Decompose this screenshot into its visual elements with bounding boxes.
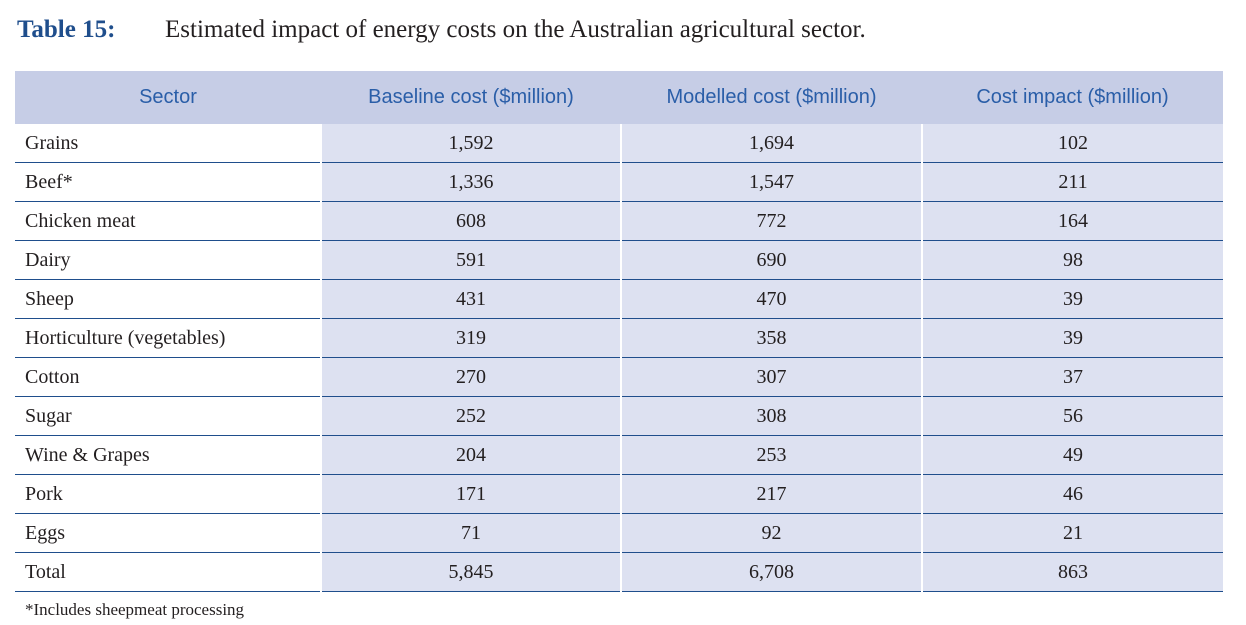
table-row: Cotton 270 307 37 <box>15 357 1223 397</box>
modelled-cell: 92 <box>620 513 922 553</box>
baseline-cell: 5,845 <box>320 552 621 592</box>
modelled-cell: 358 <box>620 318 922 358</box>
sector-cell: Eggs <box>15 513 321 553</box>
sector-cell: Cotton <box>15 357 321 397</box>
sector-cell: Grains <box>15 124 321 163</box>
table-title: Estimated impact of energy costs on the … <box>165 16 866 43</box>
table-footnote: *Includes sheepmeat processing <box>25 600 245 619</box>
modelled-cell: 772 <box>620 201 922 241</box>
sector-cell: Horticulture (vegetables) <box>15 318 321 358</box>
modelled-cell: 470 <box>620 279 922 319</box>
table-row: Horticulture (vegetables) 319 358 39 <box>15 318 1223 358</box>
modelled-cell: 217 <box>620 474 922 514</box>
impact-cell: 37 <box>921 357 1223 397</box>
sector-cell: Dairy <box>15 240 321 280</box>
impact-cell: 98 <box>921 240 1223 280</box>
impact-cell: 102 <box>921 124 1223 163</box>
baseline-cell: 608 <box>320 201 621 241</box>
baseline-cell: 1,592 <box>320 124 621 163</box>
impact-cell: 211 <box>921 162 1223 202</box>
table-row: Dairy 591 690 98 <box>15 240 1223 280</box>
modelled-cell: 308 <box>620 396 922 436</box>
impact-cell: 56 <box>921 396 1223 436</box>
column-header-baseline: Baseline cost ($million) <box>321 71 621 124</box>
table-row: Wine & Grapes 204 253 49 <box>15 435 1223 475</box>
baseline-cell: 204 <box>320 435 621 475</box>
baseline-cell: 171 <box>320 474 621 514</box>
impact-cell: 49 <box>921 435 1223 475</box>
table-row: Sugar 252 308 56 <box>15 396 1223 436</box>
sector-cell: Sugar <box>15 396 321 436</box>
table-number: Table 15: <box>17 16 116 43</box>
baseline-cell: 319 <box>320 318 621 358</box>
table-row: Pork 171 217 46 <box>15 474 1223 514</box>
table-row: Eggs 71 92 21 <box>15 513 1223 553</box>
sector-cell: Sheep <box>15 279 321 319</box>
impact-cell: 21 <box>921 513 1223 553</box>
impact-cell: 164 <box>921 201 1223 241</box>
modelled-cell: 253 <box>620 435 922 475</box>
impact-cell: 39 <box>921 318 1223 358</box>
impact-cell: 46 <box>921 474 1223 514</box>
modelled-cell: 307 <box>620 357 922 397</box>
impact-cell: 39 <box>921 279 1223 319</box>
header-row: Sector Baseline cost ($million) Modelled… <box>15 71 1223 124</box>
total-row: Total 5,845 6,708 863 <box>15 552 1223 592</box>
table-caption: Table 15: Estimated impact of energy cos… <box>17 12 866 48</box>
column-header-sector: Sector <box>15 71 321 124</box>
baseline-cell: 252 <box>320 396 621 436</box>
table-row: Beef* 1,336 1,547 211 <box>15 162 1223 202</box>
sector-cell: Wine & Grapes <box>15 435 321 475</box>
modelled-cell: 6,708 <box>620 552 922 592</box>
baseline-cell: 1,336 <box>320 162 621 202</box>
sector-cell: Pork <box>15 474 321 514</box>
table-row: Sheep 431 470 39 <box>15 279 1223 319</box>
impact-cell: 863 <box>921 552 1223 592</box>
baseline-cell: 270 <box>320 357 621 397</box>
energy-cost-table: Sector Baseline cost ($million) Modelled… <box>15 71 1223 592</box>
column-header-modelled: Modelled cost ($million) <box>621 71 922 124</box>
modelled-cell: 690 <box>620 240 922 280</box>
modelled-cell: 1,547 <box>620 162 922 202</box>
baseline-cell: 591 <box>320 240 621 280</box>
sector-cell: Chicken meat <box>15 201 321 241</box>
table-row: Grains 1,592 1,694 102 <box>15 124 1223 163</box>
column-header-impact: Cost impact ($million) <box>922 71 1223 124</box>
sector-cell: Total <box>15 552 321 592</box>
baseline-cell: 431 <box>320 279 621 319</box>
baseline-cell: 71 <box>320 513 621 553</box>
table-row: Chicken meat 608 772 164 <box>15 201 1223 241</box>
sector-cell: Beef* <box>15 162 321 202</box>
modelled-cell: 1,694 <box>620 124 922 163</box>
